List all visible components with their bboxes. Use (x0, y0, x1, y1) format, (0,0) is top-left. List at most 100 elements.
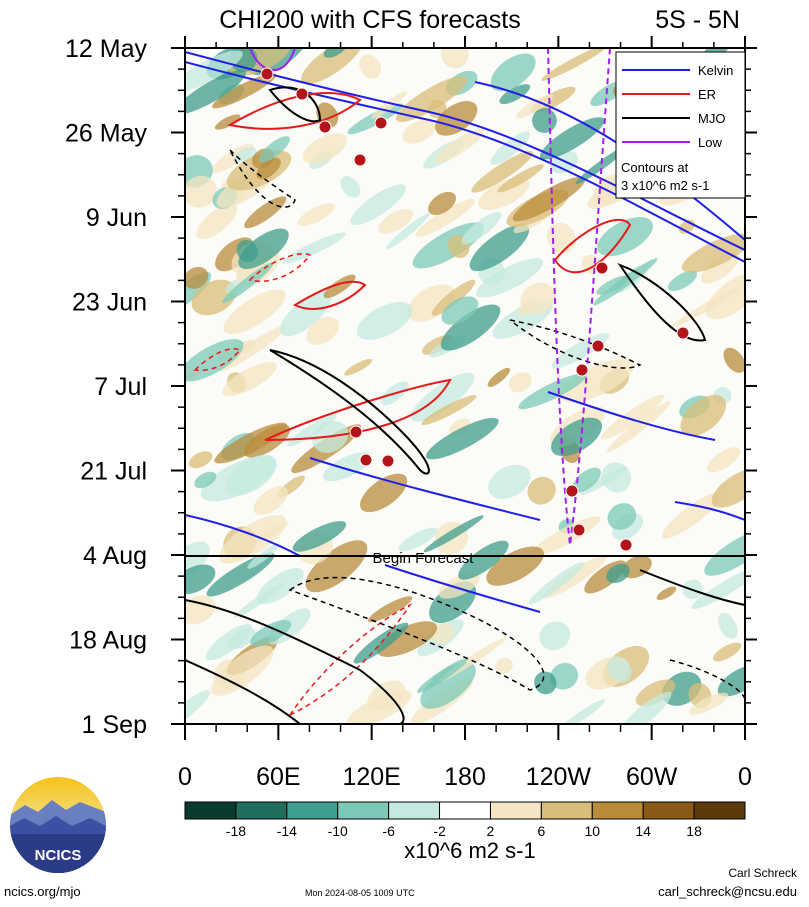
anomaly-blob (250, 619, 292, 647)
anomaly-blob (616, 691, 672, 724)
colorbar-tick-label: -14 (277, 823, 297, 839)
contour-line (193, 348, 242, 372)
anomaly-blob (194, 471, 217, 489)
anomaly-blob (323, 48, 348, 58)
x-tick-label: 60W (626, 763, 678, 791)
anomaly-blob (185, 564, 216, 595)
colorbar: -18 -14 -10 -6 -2 2 6 10 14 18 (184, 801, 746, 839)
anomaly-blob (282, 232, 346, 264)
anomaly-blob (433, 128, 485, 164)
anomaly-blob (512, 176, 586, 222)
anomaly-blob (340, 175, 361, 198)
anomaly-blob (539, 621, 571, 651)
anomaly-blob (601, 462, 632, 493)
chart-title: CHI200 with CFS forecasts (219, 6, 521, 34)
contour-line (287, 603, 413, 717)
colorbar-swatch (591, 801, 644, 820)
colorbar-swatch (388, 801, 441, 820)
storm-marker-icon (619, 538, 633, 552)
anomaly-blob (606, 401, 671, 453)
anomaly-blob (704, 529, 745, 576)
anomaly-blob (306, 316, 340, 345)
anomaly-blob (717, 664, 745, 697)
anomaly-blob (323, 452, 372, 482)
y-tick-label: 18 Aug (69, 627, 147, 655)
anomaly-blob (214, 422, 288, 464)
footer-email[interactable]: carl_schreck@ncsu.edu (658, 884, 797, 899)
y-tick-label: 21 Jul (80, 458, 147, 486)
contour-line (268, 86, 322, 123)
anomaly-blob (214, 114, 241, 130)
contour-line (185, 514, 301, 557)
anomaly-blob (222, 262, 274, 304)
anomaly-blob (593, 258, 658, 306)
x-tick-label: 180 (444, 763, 486, 791)
anomaly-blob (385, 213, 430, 250)
anomaly-blob (191, 279, 237, 316)
storm-marker-icon (565, 484, 579, 498)
anomaly-blob (539, 117, 605, 160)
anomaly-blob (421, 395, 477, 426)
anomaly-blob (689, 692, 729, 715)
contour-line (264, 378, 452, 441)
colorbar-swatch (439, 801, 491, 820)
anomaly-blob (440, 304, 501, 351)
anomaly-blob (601, 394, 665, 440)
anomaly-blob (227, 628, 256, 650)
colorbar-tick-label: 18 (686, 823, 702, 839)
anomaly-blob (226, 454, 277, 496)
anomaly-blob (560, 358, 635, 403)
anomaly-blob (431, 622, 455, 644)
storm-marker-icon (595, 261, 609, 275)
anomaly-blob (415, 198, 476, 237)
anomaly-blob (670, 287, 741, 328)
anomaly-blob (550, 662, 579, 690)
x-tick-label: 0 (738, 763, 752, 791)
anomaly-blob (402, 119, 435, 144)
footer-site[interactable]: ncics.org/mjo (4, 884, 81, 899)
contour-line (229, 149, 296, 208)
legend-label: ER (698, 87, 716, 102)
anomaly-blob (551, 417, 603, 457)
anomaly-blob (534, 671, 557, 695)
anomaly-blob (528, 562, 584, 605)
anomaly-blob (680, 394, 727, 437)
y-tick-label: 7 Jul (94, 373, 147, 401)
anomaly-blob (185, 50, 243, 94)
anomaly-blob (606, 563, 630, 584)
colorbar-tick-label: 2 (487, 823, 495, 839)
anomaly-blob (635, 679, 676, 707)
legend-label: Low (698, 135, 722, 150)
storm-marker-icon (318, 120, 332, 134)
anomaly-blob (441, 296, 479, 325)
anomaly-blob (718, 612, 738, 639)
contour-line (547, 48, 611, 546)
contour-line (474, 81, 745, 241)
anomaly-blob (350, 184, 406, 225)
anomaly-blob (185, 541, 210, 578)
anomaly-blob (508, 372, 532, 393)
anomaly-blob (185, 690, 211, 724)
anomaly-blob (211, 645, 274, 696)
anomaly-blob (241, 340, 257, 354)
contour-line (617, 262, 707, 342)
anomaly-blob (713, 642, 742, 662)
footer-author: Carl Schreck (728, 866, 797, 880)
y-tick-label: 12 May (65, 35, 147, 63)
anomaly-blob (541, 48, 609, 81)
contour-line (509, 319, 642, 369)
anomaly-blob (297, 203, 336, 226)
ncics-logo: NCICS (10, 777, 106, 873)
storm-marker-icon (575, 363, 589, 377)
colorbar-swatch (489, 801, 542, 820)
anomaly-blob (185, 69, 247, 115)
colorbar-tick-label: -10 (328, 823, 348, 839)
anomaly-blob (572, 467, 601, 493)
y-tick-label: 1 Sep (82, 711, 147, 739)
anomaly-blob (423, 515, 484, 553)
anomaly-blob (353, 622, 409, 664)
legend: Kelvin ER MJO Low Contours at 3 x10^6 m2 s-… (615, 51, 746, 199)
storm-marker-icon (359, 453, 373, 467)
legend-label: MJO (698, 111, 725, 126)
